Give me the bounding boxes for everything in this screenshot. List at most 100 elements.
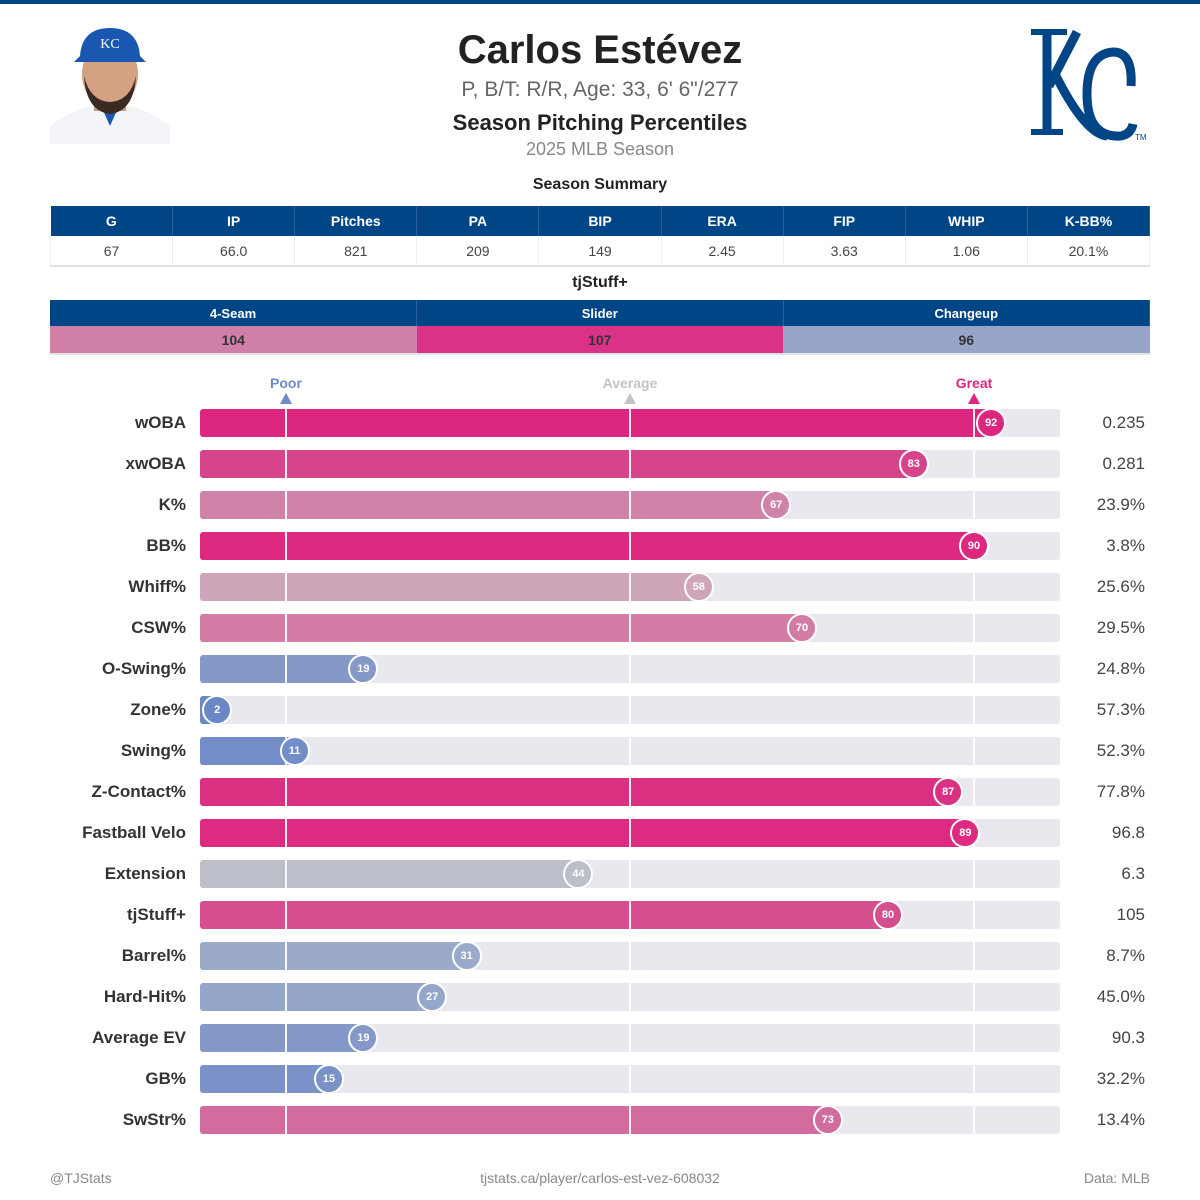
percentile-track: 19 [200, 654, 1060, 684]
reference-line [285, 942, 287, 970]
reference-line [629, 901, 631, 929]
metric-label: Swing% [120, 741, 186, 760]
svg-text:TM: TM [1135, 133, 1147, 142]
percentile-track: 67 [200, 490, 1060, 520]
reference-line [285, 860, 287, 888]
metric-value: 23.9% [1096, 495, 1145, 514]
reference-line [629, 983, 631, 1011]
reference-line [973, 1106, 975, 1134]
percentile-track: 80 [200, 900, 1060, 930]
reference-line [973, 696, 975, 724]
percentile-track: 27 [200, 982, 1060, 1012]
reference-line [285, 1106, 287, 1134]
percentile-marker: 87 [933, 777, 964, 807]
metric-row: Whiff% 58 25.6% [0, 572, 1200, 602]
reference-line [285, 491, 287, 519]
percentile-track: 90 [200, 531, 1060, 561]
metric-row: Extension 44 6.3 [0, 859, 1200, 889]
metric-value: 0.235 [1102, 413, 1145, 432]
svg-text:KC: KC [100, 37, 119, 52]
summary-value: 3.63 [782, 236, 906, 267]
tjstuff-title: tjStuff+ [572, 274, 628, 291]
reference-line [973, 491, 975, 519]
percentile-bar [200, 450, 914, 478]
metric-label: K% [158, 495, 186, 514]
metric-value: 57.3% [1096, 700, 1145, 719]
reference-line [973, 450, 975, 478]
reference-line [973, 614, 975, 642]
legend-poor-label: Poor [270, 375, 302, 391]
metric-label: Whiff% [128, 577, 186, 596]
reference-line [285, 409, 287, 437]
metric-row: tjStuff+ 80 105 [0, 900, 1200, 930]
percentile-marker: 89 [950, 818, 981, 848]
percentile-track: 44 [200, 859, 1060, 889]
summary-header-fip: FIP [783, 206, 906, 236]
percentile-marker: 15 [314, 1064, 344, 1094]
percentile-bar [200, 491, 777, 519]
reference-line [973, 860, 975, 888]
percentile-bar [200, 819, 966, 847]
percentile-marker: 67 [761, 490, 792, 520]
metric-label: Zone% [130, 700, 186, 719]
percentile-track: 92 [200, 408, 1060, 438]
reference-line [629, 532, 631, 560]
percentile-bar [200, 1024, 364, 1052]
player-name: Carlos Estévez [457, 28, 743, 72]
percentile-marker: 58 [683, 572, 714, 602]
tjstuff-table: 4-Seam Slider Changeup 104 107 96 [50, 300, 1150, 355]
reference-line [285, 778, 287, 806]
percentile-marker: 92 [976, 408, 1007, 438]
percentile-bar [200, 983, 433, 1011]
percentile-track: 70 [200, 613, 1060, 643]
percentile-bar [200, 532, 974, 560]
metric-row: Hard-Hit% 27 45.0% [0, 982, 1200, 1012]
footer-source: Data: MLB [1083, 1170, 1150, 1186]
percentile-track: 83 [200, 449, 1060, 479]
metric-label: Barrel% [121, 946, 186, 965]
metric-value: 25.6% [1096, 577, 1145, 596]
summary-value: 149 [538, 236, 662, 267]
percentile-bar [200, 901, 888, 929]
summary-header-pa: PA [416, 206, 540, 236]
reference-line [629, 1065, 631, 1093]
reference-line [285, 450, 287, 478]
summary-value: 67 [49, 236, 174, 267]
percentile-marker: 44 [563, 859, 594, 889]
legend-poor: Poor [246, 375, 326, 404]
percentile-track: 58 [200, 572, 1060, 602]
reference-line [629, 491, 631, 519]
reference-line [629, 655, 631, 683]
reference-line [285, 819, 287, 847]
top-bar [0, 0, 1200, 4]
metric-label: Hard-Hit% [103, 987, 186, 1006]
summary-header-bip: BIP [538, 206, 662, 236]
metric-row: GB% 15 32.2% [0, 1064, 1200, 1094]
reference-line [629, 737, 631, 765]
metric-value: 52.3% [1096, 741, 1145, 760]
metric-row: K% 67 23.9% [0, 490, 1200, 520]
metric-label: Z-Contact% [91, 782, 186, 801]
summary-header-era: ERA [661, 206, 784, 236]
team-logo: TM [1025, 24, 1155, 144]
metric-value: 90.3 [1111, 1028, 1145, 1047]
percentile-track: 11 [200, 736, 1060, 766]
metric-value: 96.8 [1111, 823, 1145, 842]
metric-label: CSW% [131, 618, 186, 637]
summary-value: 821 [294, 236, 418, 267]
metric-label: BB% [146, 536, 186, 555]
metric-value: 0.281 [1102, 454, 1145, 473]
metric-value: 3.8% [1106, 536, 1145, 555]
percentile-bar [200, 614, 802, 642]
reference-line [973, 1065, 975, 1093]
metric-row: O-Swing% 19 24.8% [0, 654, 1200, 684]
percentile-bar [200, 1106, 828, 1134]
summary-value: 66.0 [172, 236, 296, 267]
percentile-bar [200, 860, 579, 888]
metric-row: Zone% 2 57.3% [0, 695, 1200, 725]
metric-value: 13.4% [1096, 1110, 1145, 1129]
summary-value: 1.06 [904, 236, 1028, 267]
percentile-bar [200, 573, 699, 601]
percentile-marker: 80 [873, 900, 903, 930]
footer-url[interactable]: tjstats.ca/player/carlos-est-vez-608032 [480, 1170, 720, 1186]
